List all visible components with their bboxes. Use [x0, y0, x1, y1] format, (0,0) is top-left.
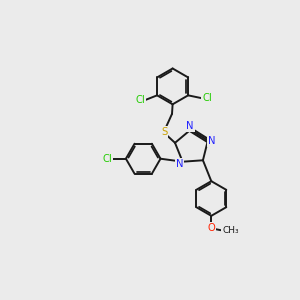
Text: Cl: Cl	[202, 93, 212, 103]
Text: N: N	[186, 121, 194, 131]
Text: Cl: Cl	[102, 154, 112, 164]
Text: Cl: Cl	[136, 95, 145, 105]
Text: S: S	[161, 128, 167, 137]
Text: N: N	[176, 159, 183, 169]
Text: N: N	[208, 136, 215, 146]
Text: O: O	[207, 224, 215, 233]
Text: CH₃: CH₃	[222, 226, 239, 235]
